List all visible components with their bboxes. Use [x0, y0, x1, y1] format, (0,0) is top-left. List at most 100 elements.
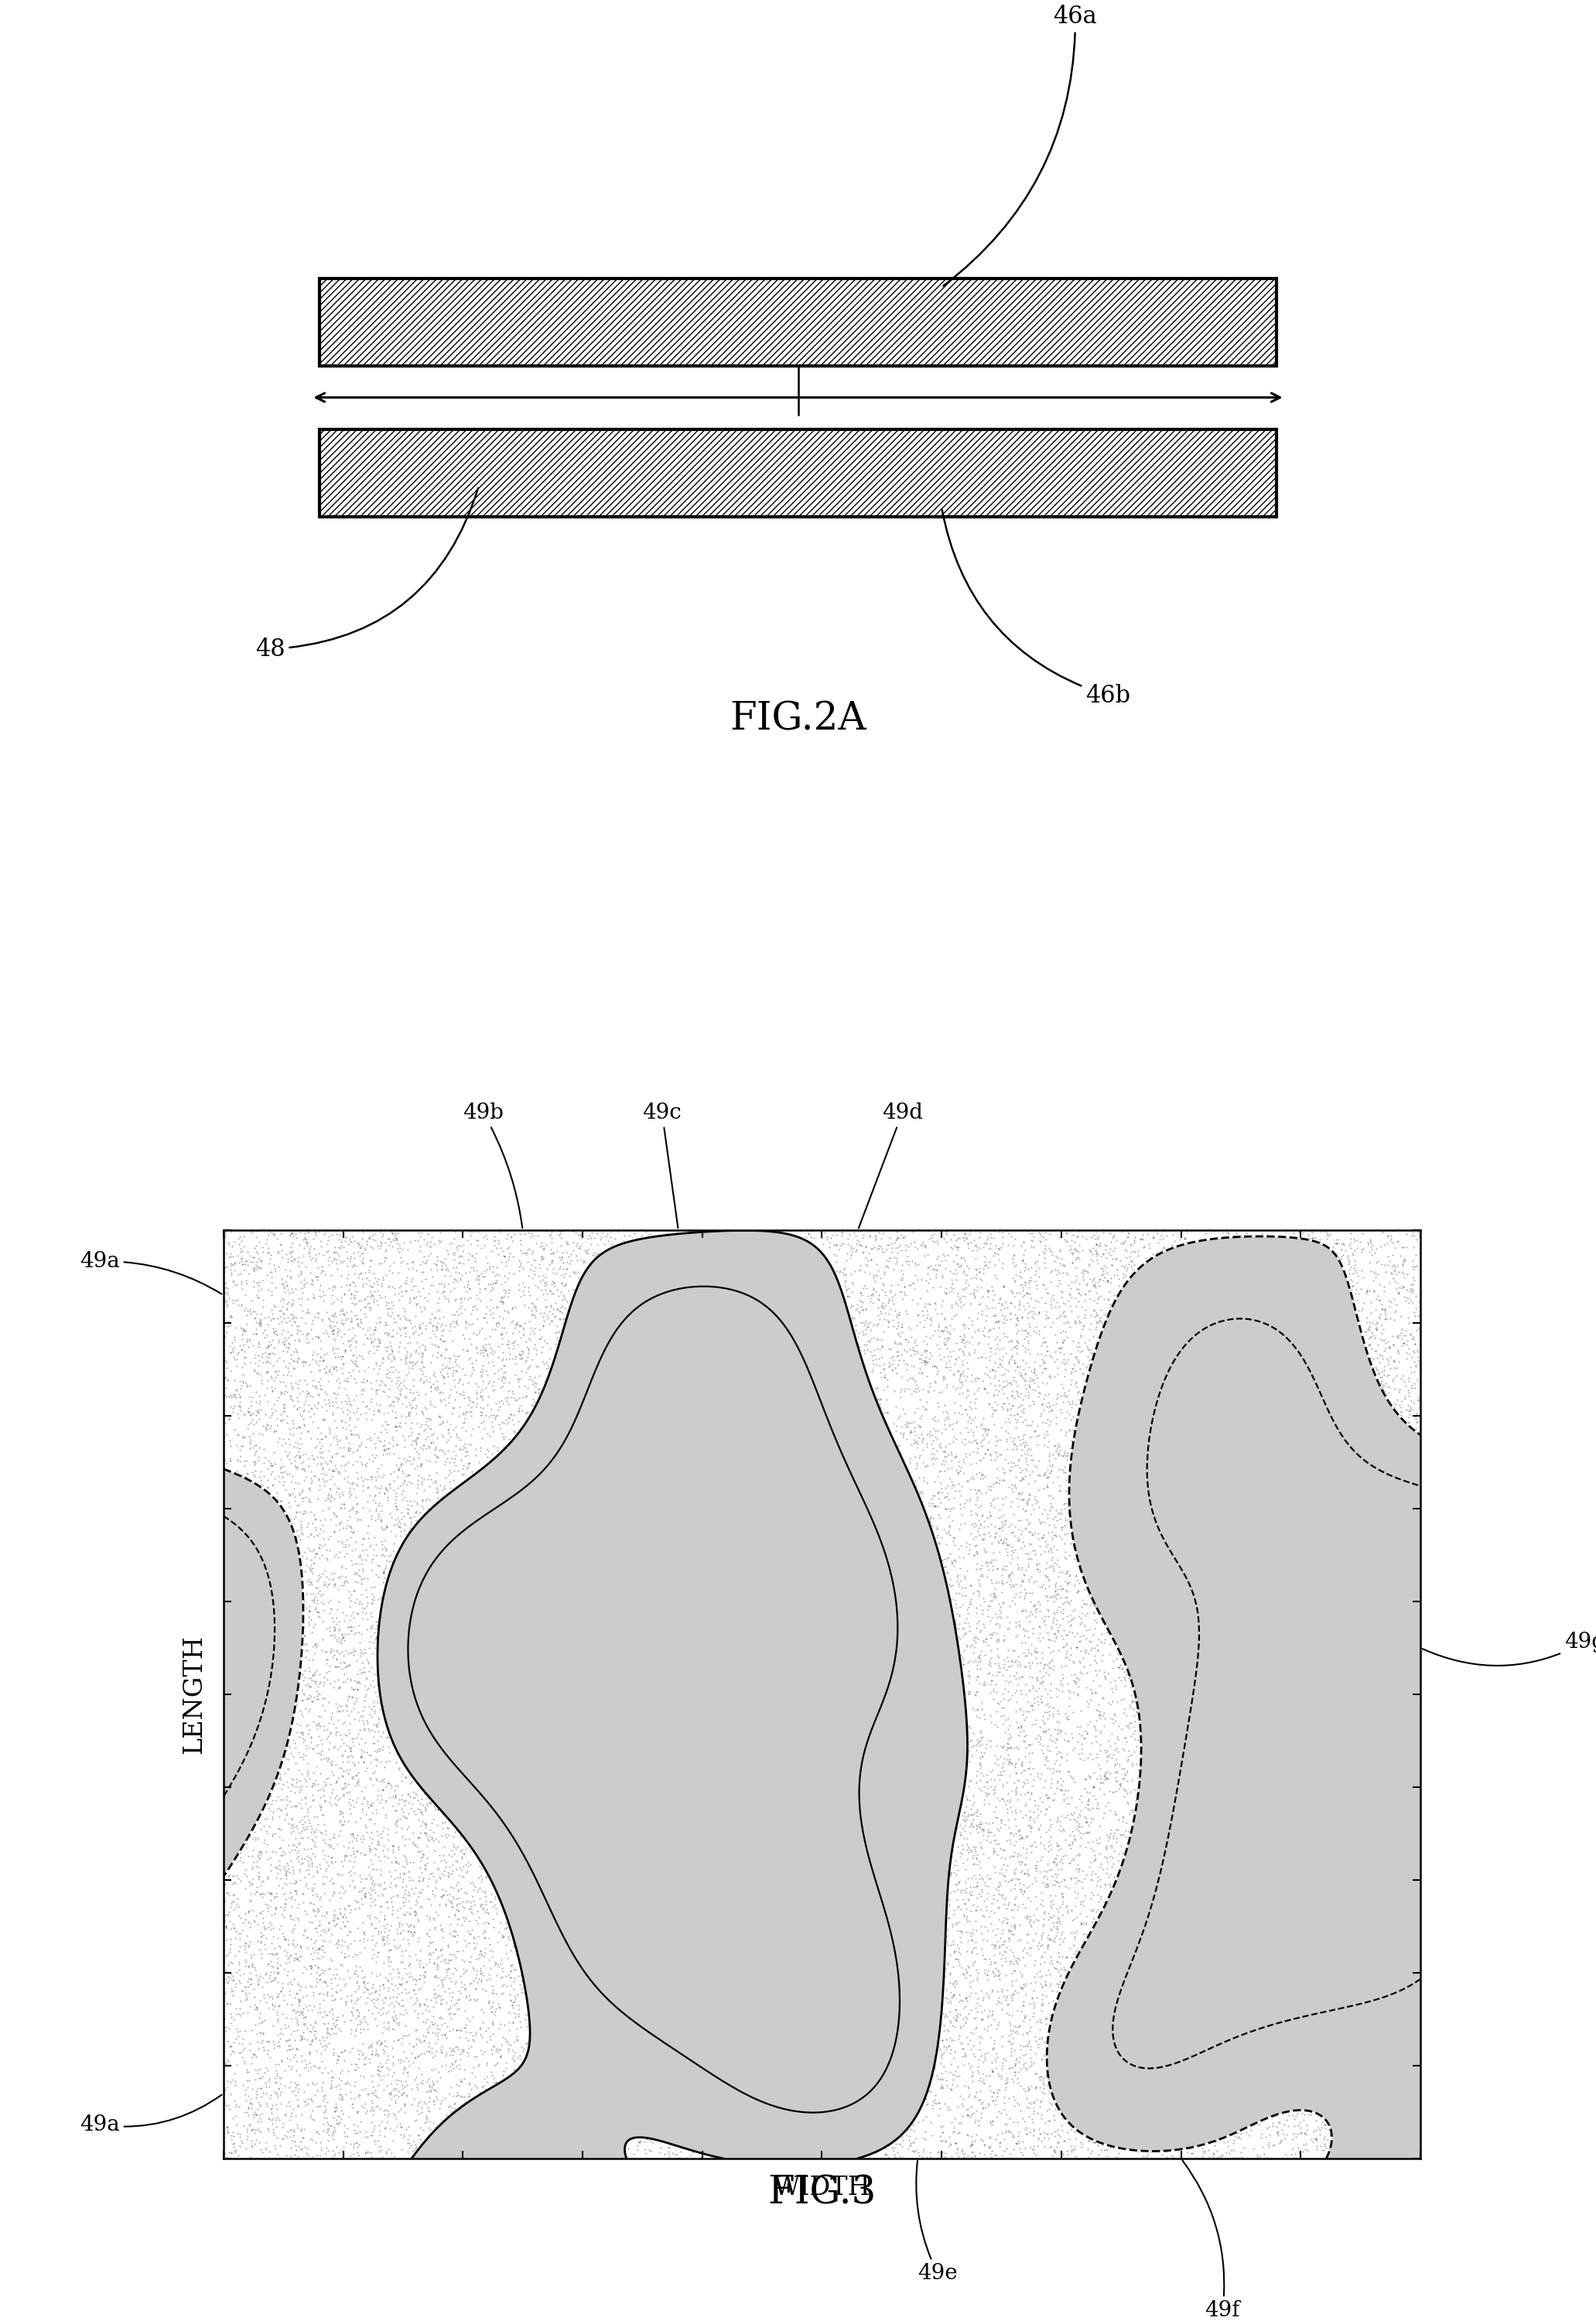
- Point: [236, 1892, 262, 1929]
- Point: [278, 1901, 303, 1938]
- Point: [1080, 1831, 1106, 1868]
- Point: [324, 1606, 350, 1643]
- Point: [938, 1567, 964, 1604]
- Point: [284, 1829, 310, 1866]
- Point: [1025, 1926, 1050, 1964]
- Point: [964, 1497, 990, 1534]
- Point: [444, 1866, 469, 1903]
- Point: [252, 1801, 278, 1838]
- Point: [233, 1977, 259, 2015]
- Point: [404, 1286, 429, 1323]
- Point: [948, 1636, 974, 1673]
- Point: [860, 1274, 886, 1311]
- Point: [929, 2040, 954, 2077]
- Point: [1042, 1251, 1068, 1288]
- Point: [1012, 1355, 1037, 1393]
- Point: [891, 1418, 916, 1455]
- Point: [1055, 1604, 1080, 1641]
- Point: [571, 1253, 597, 1290]
- Point: [1087, 1300, 1112, 1337]
- Point: [327, 1504, 353, 1541]
- Point: [1004, 1892, 1029, 1929]
- Point: [1009, 1393, 1034, 1430]
- Point: [1025, 1379, 1050, 1416]
- Point: [1026, 1608, 1052, 1646]
- Point: [281, 1409, 306, 1446]
- Point: [1404, 1221, 1430, 1258]
- Point: [255, 2112, 281, 2149]
- Point: [918, 1260, 943, 1297]
- Point: [358, 1543, 383, 1581]
- Point: [365, 1351, 391, 1388]
- Point: [428, 1223, 453, 1260]
- Point: [298, 1947, 324, 1984]
- Point: [1098, 1715, 1124, 1752]
- Point: [1020, 1794, 1045, 1831]
- Point: [407, 1495, 433, 1532]
- Point: [953, 1980, 978, 2017]
- Point: [707, 2140, 733, 2177]
- Point: [410, 1838, 436, 1875]
- Point: [342, 1223, 367, 1260]
- Point: [1004, 2059, 1029, 2096]
- Point: [423, 2015, 448, 2052]
- Point: [212, 1253, 238, 1290]
- Point: [538, 1235, 563, 1272]
- Point: [402, 1868, 428, 1906]
- Point: [354, 1922, 380, 1959]
- Point: [1021, 1803, 1047, 1841]
- Point: [471, 1873, 496, 1910]
- Point: [520, 1386, 546, 1423]
- Point: [990, 1657, 1015, 1694]
- Point: [380, 2047, 405, 2084]
- Point: [1004, 1409, 1029, 1446]
- Point: [945, 1453, 970, 1490]
- Point: [298, 2012, 324, 2049]
- Point: [903, 1307, 929, 1344]
- Point: [238, 1987, 263, 2024]
- Point: [452, 1903, 477, 1940]
- Point: [1087, 1808, 1112, 1845]
- Point: [946, 1472, 972, 1509]
- Point: [966, 1657, 991, 1694]
- Point: [300, 1810, 326, 1848]
- Point: [239, 1453, 265, 1490]
- Point: [942, 1964, 967, 2001]
- Point: [295, 1871, 321, 1908]
- Point: [319, 1599, 345, 1636]
- Point: [985, 1376, 1010, 1413]
- Point: [373, 1523, 399, 1560]
- Point: [824, 1225, 849, 1263]
- Point: [520, 1242, 546, 1279]
- Point: [239, 1214, 265, 1251]
- Point: [1382, 1293, 1408, 1330]
- Point: [1023, 1462, 1049, 1499]
- Point: [990, 1875, 1015, 1913]
- Point: [412, 1221, 437, 1258]
- Point: [396, 1397, 421, 1434]
- Point: [448, 1940, 474, 1977]
- Point: [1050, 1896, 1076, 1933]
- Point: [496, 1420, 522, 1458]
- Point: [212, 1358, 238, 1395]
- Point: [1049, 1875, 1074, 1913]
- Point: [945, 1940, 970, 1977]
- Point: [275, 2112, 300, 2149]
- Point: [554, 1267, 579, 1304]
- Point: [214, 1379, 239, 1416]
- Point: [1095, 1655, 1120, 1692]
- Point: [319, 1915, 345, 1952]
- Point: [281, 1722, 306, 1759]
- Point: [238, 1397, 263, 1434]
- Point: [985, 1513, 1010, 1550]
- Point: [962, 2010, 988, 2047]
- Point: [401, 2029, 426, 2066]
- Point: [394, 2054, 420, 2091]
- Point: [552, 1256, 578, 1293]
- Point: [956, 1653, 982, 1690]
- Point: [383, 1996, 409, 2033]
- Point: [377, 1425, 402, 1462]
- Point: [1254, 1216, 1280, 1253]
- Point: [887, 1272, 913, 1309]
- Point: [290, 1954, 316, 1991]
